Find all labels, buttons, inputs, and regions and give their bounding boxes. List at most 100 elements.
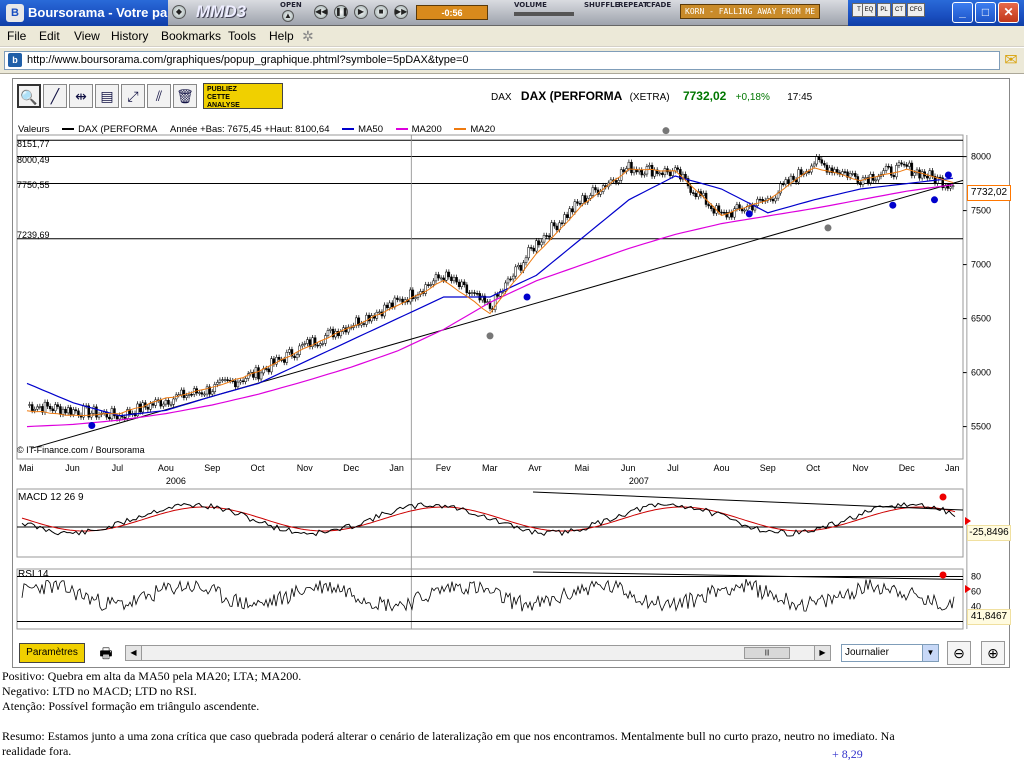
candle-body	[581, 195, 584, 204]
candle-body	[427, 284, 430, 286]
menu-edit[interactable]: Edit	[39, 29, 60, 43]
time-scrollbar[interactable]: ◀ ||| ▶	[125, 645, 831, 661]
x-tick-label: Jul	[112, 463, 124, 473]
publish-analysis-button[interactable]: PUBLIEZ CETTE ANALYSE	[203, 83, 283, 109]
candle-body	[823, 162, 826, 166]
x-tick-label: Nov	[852, 463, 869, 473]
player-cfg-button[interactable]: CFG	[907, 3, 925, 17]
scroll-left-icon[interactable]: ◀	[126, 646, 142, 660]
candle-body	[236, 381, 240, 388]
close-button[interactable]: ✕	[998, 2, 1019, 23]
zoom-in-icon[interactable]: ⊕	[981, 641, 1005, 665]
signal-marker	[889, 201, 897, 209]
candle-body	[267, 368, 271, 373]
url-field[interactable]: http://www.boursorama.com/graphiques/pop…	[4, 51, 1000, 70]
menu-bookmarks[interactable]: Bookmarks	[161, 29, 222, 43]
macd-trend-line	[532, 491, 964, 511]
player-menu-button[interactable]: ◆	[172, 5, 186, 19]
menu-tools[interactable]: Tools	[228, 29, 257, 43]
volume-label: VOLUME	[514, 1, 547, 9]
shuffle-label[interactable]: SHUFFLE	[584, 1, 620, 9]
chevron-down-icon[interactable]: ▼	[922, 645, 938, 661]
minimize-button[interactable]: _	[952, 2, 973, 23]
price-chart[interactable]: 5500 6000 6500 7000 7500 8000 Mai Jun Jul Aou Sep O…	[13, 79, 1011, 639]
macd-line	[21, 502, 956, 537]
print-icon[interactable]: 🖶	[99, 645, 113, 661]
candle-body	[854, 173, 857, 177]
analysis-comment: Positivo: Quebra em alta da MA50 pela MA…	[2, 669, 1002, 759]
zoom-out-icon[interactable]: ⊖	[947, 641, 971, 665]
prev-button[interactable]: ◀◀	[314, 5, 328, 19]
y-tick-label: 7000	[971, 260, 991, 270]
next-button[interactable]: ▶▶	[394, 5, 408, 19]
copyright: © IT-Finance.com / Boursorama	[17, 445, 145, 455]
menu-help[interactable]: Help	[269, 29, 294, 43]
candle-body	[239, 380, 242, 383]
repeat-label[interactable]: REPEAT	[618, 1, 648, 9]
parameters-button[interactable]: Paramètres	[19, 643, 85, 663]
x-tick-label: Jun	[65, 463, 80, 473]
period-select[interactable]: Journalier ▼	[841, 644, 939, 662]
candle-body	[92, 406, 96, 414]
candle-body	[848, 173, 852, 178]
candle-body	[514, 266, 517, 277]
x-tick-label: Aou	[158, 463, 174, 473]
candle-body	[463, 281, 466, 286]
player-eq-button[interactable]: EQ	[862, 3, 876, 17]
candle-body	[524, 257, 528, 263]
page-icon[interactable]: ✉	[1004, 52, 1018, 69]
channel-tool-icon[interactable]: ▤	[95, 84, 119, 108]
x-tick-label: Jan	[945, 463, 960, 473]
publiez-line1: PUBLIEZ	[207, 86, 237, 93]
stop-button[interactable]: ■	[374, 5, 388, 19]
candle-body	[203, 393, 206, 396]
media-player-bar: ◆ MMD3 OPEN ▲ ◀◀ ❚❚ ▶ ■ ▶▶ -0:56 VOLUME …	[168, 0, 866, 26]
candle-body	[913, 172, 916, 176]
pause-button[interactable]: ❚❚	[334, 5, 348, 19]
menu-file[interactable]: File	[7, 29, 27, 43]
x-tick-label: Nov	[297, 463, 314, 473]
candle-body	[388, 302, 391, 309]
volume-slider[interactable]	[514, 12, 574, 16]
candle-body	[290, 349, 294, 357]
candle-body	[221, 379, 224, 381]
candle-body	[200, 392, 204, 395]
rsi-tick-label: 40	[971, 602, 981, 612]
trash-icon[interactable]: 🗑	[173, 84, 197, 108]
legend-ma20-label: MA20	[470, 124, 496, 135]
candle-body	[874, 179, 878, 182]
rsi-tick-label: 80	[971, 572, 981, 582]
candle-body	[393, 297, 397, 308]
scroll-thumb[interactable]: |||	[744, 647, 790, 659]
candle-body	[383, 304, 386, 317]
candle-body	[208, 386, 211, 395]
candle-body	[571, 208, 574, 213]
player-ct-button[interactable]: CT	[892, 3, 906, 17]
candle-body	[108, 416, 111, 420]
candle-body	[712, 208, 716, 214]
candle-body	[66, 407, 70, 414]
crossfade-label[interactable]: CFADE	[646, 1, 672, 9]
parallel-tool-icon[interactable]: ⫽	[147, 84, 171, 108]
open-button[interactable]: ▲	[282, 10, 294, 22]
legend-ma200-label: MA200	[411, 124, 442, 135]
menu-view[interactable]: View	[74, 29, 100, 43]
player-pl-button[interactable]: PL	[877, 3, 891, 17]
horizontal-line-tool-icon[interactable]: ⇹	[69, 84, 93, 108]
scroll-right-icon[interactable]: ▶	[814, 646, 830, 660]
fibonacci-tool-icon[interactable]: ⤢	[121, 84, 145, 108]
menu-history[interactable]: History	[111, 29, 149, 43]
zoom-tool-icon[interactable]: 🔍	[17, 84, 41, 108]
trendline-tool-icon[interactable]: ╱	[43, 84, 67, 108]
candle-body	[565, 214, 569, 218]
candle-body	[895, 165, 898, 178]
negative-note: Negativo: LTD no MACD; LTD no RSI.	[2, 684, 197, 698]
candle-body	[774, 197, 777, 202]
candle-body	[689, 185, 692, 193]
track-display: KORN - FALLING AWAY FROM ME 14:32	[680, 4, 820, 19]
x-tick-label: Oct	[806, 463, 821, 473]
play-button[interactable]: ▶	[354, 5, 368, 19]
maximize-button[interactable]: □	[975, 2, 996, 23]
x-tick-label: Dec	[899, 463, 916, 473]
candle-body	[391, 302, 394, 308]
